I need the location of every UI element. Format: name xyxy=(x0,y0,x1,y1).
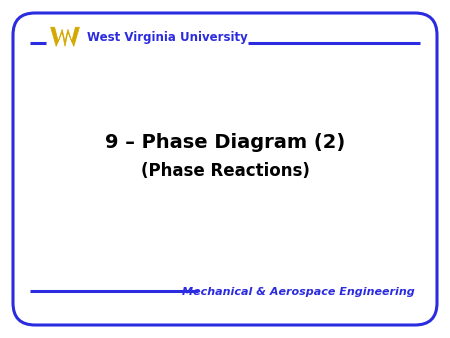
FancyBboxPatch shape xyxy=(13,13,437,325)
Text: (Phase Reactions): (Phase Reactions) xyxy=(140,162,310,180)
Text: West Virginia University: West Virginia University xyxy=(87,30,248,44)
Text: 9 – Phase Diagram (2): 9 – Phase Diagram (2) xyxy=(105,134,345,152)
Text: Mechanical & Aerospace Engineering: Mechanical & Aerospace Engineering xyxy=(182,287,415,297)
Polygon shape xyxy=(50,27,79,46)
